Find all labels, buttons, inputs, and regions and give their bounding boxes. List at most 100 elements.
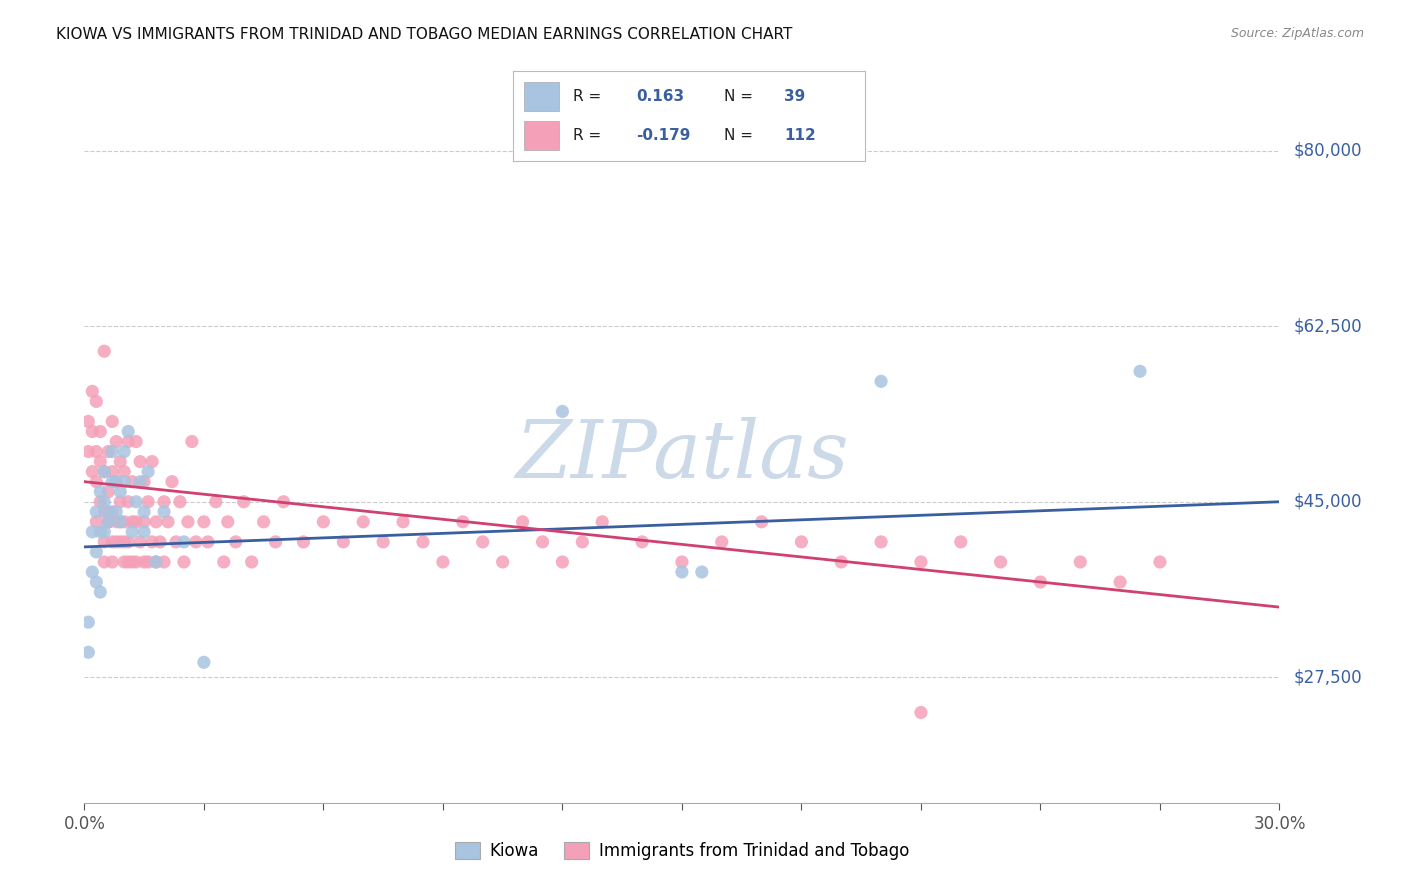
Point <box>551 404 574 418</box>
Point <box>101 444 124 458</box>
Point <box>830 555 852 569</box>
Point <box>86 394 108 409</box>
Point <box>101 414 124 428</box>
Point <box>77 414 100 428</box>
Point <box>82 384 104 399</box>
Point <box>631 534 654 549</box>
Point <box>93 555 115 569</box>
Point <box>671 565 693 579</box>
Point <box>112 465 135 479</box>
Point <box>217 515 239 529</box>
Point <box>432 555 454 569</box>
Point <box>136 494 159 508</box>
Point <box>93 505 115 519</box>
Point <box>352 515 374 529</box>
Point <box>225 534 247 549</box>
Text: N =: N = <box>724 128 758 143</box>
Point <box>1129 364 1152 378</box>
Point <box>93 465 115 479</box>
Point <box>86 505 108 519</box>
Point <box>97 484 120 499</box>
Point <box>173 534 195 549</box>
Point <box>105 505 128 519</box>
Point <box>97 515 120 529</box>
Point <box>101 534 124 549</box>
Point <box>292 534 315 549</box>
Point <box>112 444 135 458</box>
Point <box>141 534 163 549</box>
Point <box>129 454 152 469</box>
Point <box>121 515 143 529</box>
Point <box>591 515 613 529</box>
Point <box>101 505 124 519</box>
FancyBboxPatch shape <box>523 82 560 111</box>
Point <box>671 555 693 569</box>
Point <box>136 555 159 569</box>
Point <box>160 475 183 489</box>
Point <box>949 534 972 549</box>
Point <box>93 534 115 549</box>
Point <box>373 534 395 549</box>
Point <box>89 494 111 508</box>
Point <box>121 555 143 569</box>
Point <box>132 515 156 529</box>
Point <box>89 524 111 539</box>
Point <box>312 515 335 529</box>
Legend: Kiowa, Immigrants from Trinidad and Tobago: Kiowa, Immigrants from Trinidad and Toba… <box>449 835 915 867</box>
Point <box>264 534 287 549</box>
Text: 112: 112 <box>785 128 815 143</box>
Point <box>790 534 813 549</box>
Point <box>145 555 167 569</box>
Point <box>110 515 132 529</box>
Point <box>112 555 135 569</box>
Point <box>117 434 139 449</box>
Point <box>101 475 124 489</box>
Point <box>112 515 135 529</box>
Point <box>125 494 148 508</box>
Point <box>86 545 108 559</box>
Point <box>110 494 132 508</box>
Point <box>82 425 104 439</box>
Point <box>571 534 593 549</box>
Point <box>193 515 215 529</box>
Point <box>173 555 195 569</box>
Point <box>105 515 128 529</box>
Point <box>870 374 893 388</box>
Point <box>1109 574 1132 589</box>
Point <box>690 565 713 579</box>
Point <box>82 465 104 479</box>
Point <box>77 615 100 630</box>
Point <box>89 454 111 469</box>
Point <box>77 444 100 458</box>
Point <box>121 524 143 539</box>
Point <box>177 515 200 529</box>
Point <box>910 555 932 569</box>
Point <box>412 534 434 549</box>
Point <box>89 484 111 499</box>
Point <box>273 494 295 508</box>
Point <box>240 555 263 569</box>
Text: $27,500: $27,500 <box>1294 668 1362 686</box>
Text: KIOWA VS IMMIGRANTS FROM TRINIDAD AND TOBAGO MEDIAN EARNINGS CORRELATION CHART: KIOWA VS IMMIGRANTS FROM TRINIDAD AND TO… <box>56 27 793 42</box>
Text: N =: N = <box>724 89 758 103</box>
Point <box>117 555 139 569</box>
Text: 0.163: 0.163 <box>636 89 685 103</box>
Point <box>471 534 494 549</box>
Point <box>1029 574 1052 589</box>
Point <box>110 515 132 529</box>
Point <box>136 465 159 479</box>
Point <box>77 645 100 659</box>
Point <box>93 344 115 359</box>
Point <box>112 534 135 549</box>
Point <box>110 534 132 549</box>
Point <box>93 465 115 479</box>
Point <box>125 515 148 529</box>
Point <box>451 515 474 529</box>
Point <box>153 494 176 508</box>
Point <box>205 494 228 508</box>
Point <box>990 555 1012 569</box>
Point <box>910 706 932 720</box>
Text: $45,000: $45,000 <box>1294 492 1362 511</box>
Point <box>125 434 148 449</box>
Point <box>97 505 120 519</box>
